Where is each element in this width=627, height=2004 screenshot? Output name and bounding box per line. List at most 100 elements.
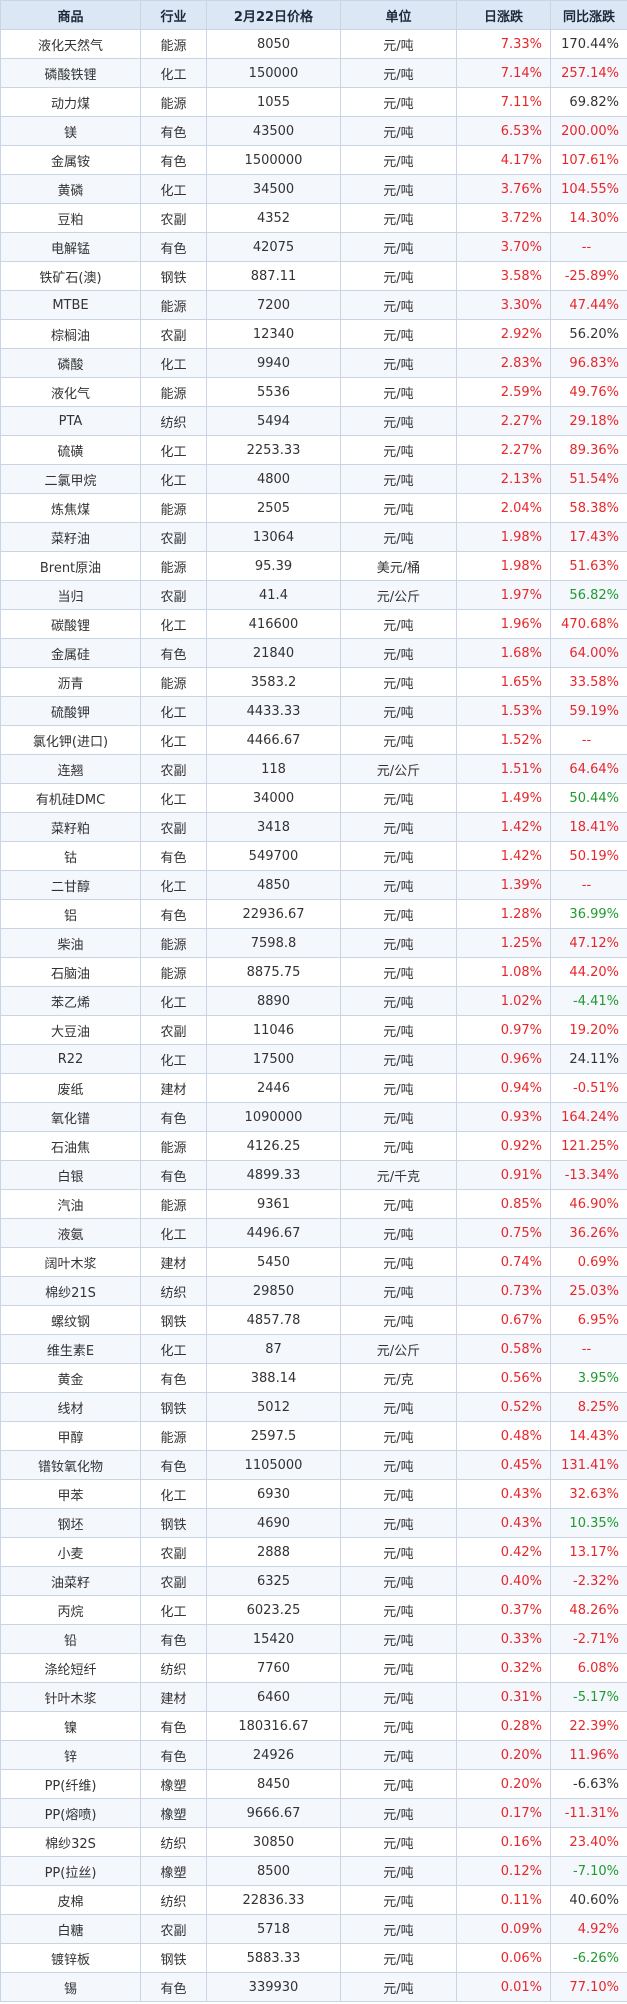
cell-daily-change: 0.31% (456, 1682, 551, 1712)
cell-daily-change: 2.04% (456, 493, 551, 523)
cell-unit: 元/吨 (340, 87, 457, 117)
cell-yoy-change: 89.36% (550, 435, 627, 465)
cell-commodity: 棉纱32S (0, 1827, 141, 1857)
cell-yoy-change: -25.89% (550, 261, 627, 291)
cell-price: 388.14 (206, 1363, 341, 1393)
cell-commodity: PP(熔喷) (0, 1798, 141, 1828)
cell-daily-change: 0.40% (456, 1566, 551, 1596)
cell-price: 8450 (206, 1769, 341, 1799)
cell-price: 4850 (206, 870, 341, 900)
cell-yoy-change: 50.44% (550, 783, 627, 813)
cell-price: 13064 (206, 522, 341, 552)
cell-price: 41.4 (206, 580, 341, 610)
cell-price: 42075 (206, 232, 341, 262)
cell-unit: 元/吨 (340, 1073, 457, 1103)
cell-commodity: R22 (0, 1044, 141, 1074)
cell-commodity: 金属铵 (0, 145, 141, 175)
cell-yoy-change: 77.10% (550, 1972, 627, 2002)
cell-commodity: 当归 (0, 580, 141, 610)
cell-yoy-change: 17.43% (550, 522, 627, 552)
cell-unit: 元/千克 (340, 1160, 457, 1190)
cell-yoy-change: -13.34% (550, 1160, 627, 1190)
cell-unit: 元/吨 (340, 1044, 457, 1074)
cell-yoy-change: 51.54% (550, 464, 627, 494)
cell-industry: 有色 (140, 1450, 207, 1480)
table-row: Brent原油 能源 95.39 美元/桶 1.98% 51.63% (0, 551, 627, 581)
cell-unit: 元/吨 (340, 1711, 457, 1741)
cell-industry: 能源 (140, 1189, 207, 1219)
cell-unit: 元/吨 (340, 377, 457, 407)
cell-yoy-change: 32.63% (550, 1479, 627, 1509)
table-row: 硫磺 化工 2253.33 元/吨 2.27% 89.36% (0, 435, 627, 465)
cell-daily-change: 1.52% (456, 725, 551, 755)
cell-commodity: 汽油 (0, 1189, 141, 1219)
table-row: 石油焦 能源 4126.25 元/吨 0.92% 121.25% (0, 1131, 627, 1161)
cell-price: 34000 (206, 783, 341, 813)
cell-industry: 化工 (140, 725, 207, 755)
table-row: 金属硅 有色 21840 元/吨 1.68% 64.00% (0, 638, 627, 668)
cell-price: 3583.2 (206, 667, 341, 697)
table-row: 菜籽粕 农副 3418 元/吨 1.42% 18.41% (0, 812, 627, 842)
table-row: 磷酸铁锂 化工 150000 元/吨 7.14% 257.14% (0, 58, 627, 88)
cell-commodity: 白糖 (0, 1914, 141, 1944)
cell-yoy-change: 104.55% (550, 174, 627, 204)
cell-yoy-change: 121.25% (550, 1131, 627, 1161)
cell-industry: 有色 (140, 232, 207, 262)
cell-industry: 化工 (140, 870, 207, 900)
cell-daily-change: 3.76% (456, 174, 551, 204)
cell-daily-change: 3.72% (456, 203, 551, 233)
cell-industry: 有色 (140, 1740, 207, 1770)
cell-unit: 元/吨 (340, 1856, 457, 1886)
cell-commodity: 黄磷 (0, 174, 141, 204)
cell-unit: 元/公斤 (340, 580, 457, 610)
cell-industry: 钢铁 (140, 1305, 207, 1335)
cell-unit: 元/吨 (340, 928, 457, 958)
cell-commodity: 磷酸 (0, 348, 141, 378)
cell-yoy-change: 23.40% (550, 1827, 627, 1857)
cell-yoy-change: 56.20% (550, 319, 627, 349)
cell-unit: 元/吨 (340, 203, 457, 233)
cell-commodity: 铅 (0, 1624, 141, 1654)
cell-commodity: 维生素E (0, 1334, 141, 1364)
cell-unit: 元/吨 (340, 696, 457, 726)
cell-industry: 农副 (140, 580, 207, 610)
cell-price: 2888 (206, 1537, 341, 1567)
cell-unit: 元/吨 (340, 1827, 457, 1857)
cell-daily-change: 0.12% (456, 1856, 551, 1886)
cell-price: 6325 (206, 1566, 341, 1596)
cell-price: 887.11 (206, 261, 341, 291)
cell-daily-change: 1.68% (456, 638, 551, 668)
cell-yoy-change: 6.95% (550, 1305, 627, 1335)
cell-daily-change: 0.11% (456, 1885, 551, 1915)
cell-industry: 有色 (140, 1363, 207, 1393)
cell-daily-change: 1.53% (456, 696, 551, 726)
cell-yoy-change: 14.43% (550, 1421, 627, 1451)
cell-price: 9940 (206, 348, 341, 378)
cell-yoy-change: 3.95% (550, 1363, 627, 1393)
cell-industry: 有色 (140, 1972, 207, 2002)
cell-commodity: 镁 (0, 116, 141, 146)
cell-commodity: 磷酸铁锂 (0, 58, 141, 88)
table-row: 液氨 化工 4496.67 元/吨 0.75% 36.26% (0, 1218, 627, 1248)
cell-price: 150000 (206, 58, 341, 88)
cell-industry: 有色 (140, 638, 207, 668)
cell-daily-change: 0.20% (456, 1740, 551, 1770)
cell-industry: 化工 (140, 1595, 207, 1625)
cell-commodity: 电解锰 (0, 232, 141, 262)
cell-industry: 建材 (140, 1073, 207, 1103)
cell-industry: 有色 (140, 899, 207, 929)
header-industry: 行业 (140, 0, 207, 30)
cell-industry: 有色 (140, 1102, 207, 1132)
cell-price: 2597.5 (206, 1421, 341, 1451)
cell-yoy-change: 36.26% (550, 1218, 627, 1248)
table-row: 甲醇 能源 2597.5 元/吨 0.48% 14.43% (0, 1421, 627, 1451)
cell-yoy-change: 131.41% (550, 1450, 627, 1480)
cell-yoy-change: 36.99% (550, 899, 627, 929)
cell-commodity: 线材 (0, 1392, 141, 1422)
cell-commodity: 甲醇 (0, 1421, 141, 1451)
table-row: 连翘 农副 118 元/公斤 1.51% 64.64% (0, 754, 627, 784)
cell-commodity: 锡 (0, 1972, 141, 2002)
cell-unit: 元/吨 (340, 1508, 457, 1538)
header-yoy-change: 同比涨跌 (550, 0, 627, 30)
cell-price: 87 (206, 1334, 341, 1364)
